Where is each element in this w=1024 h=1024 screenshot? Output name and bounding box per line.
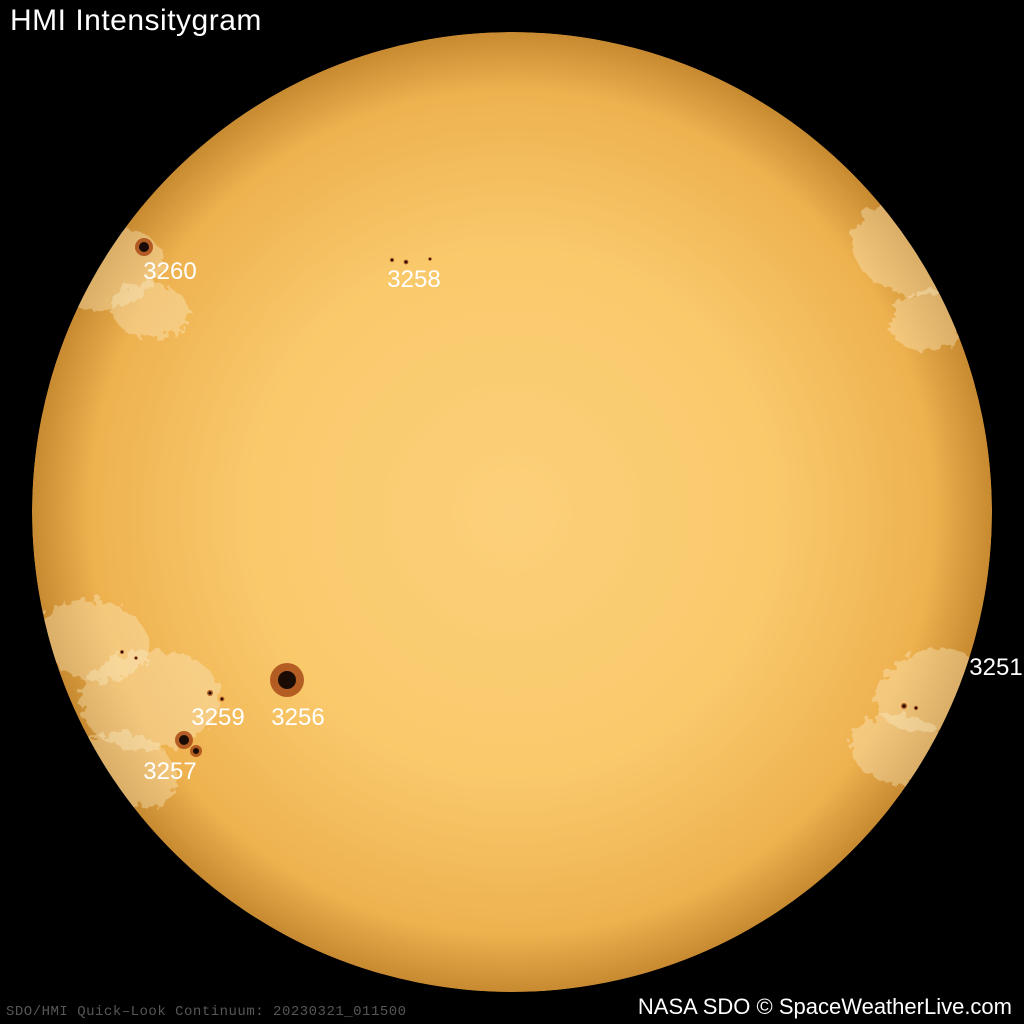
sunspot-umbra <box>278 671 296 689</box>
credit-left: SDO/HMI Quick–Look Continuum: 20230321_0… <box>6 1004 407 1020</box>
sunspot-umbra <box>135 657 137 659</box>
region-label-3256: 3256 <box>271 704 324 732</box>
sunspot-umbra <box>209 692 212 695</box>
sunspot-umbra <box>391 259 393 261</box>
solar-intensitygram: HMI Intensitygram SDO/HMI Quick–Look Con… <box>0 0 1024 1024</box>
sunspot-umbra <box>179 735 189 745</box>
region-label-3251: 3251 <box>969 654 1022 682</box>
sunspot-umbra <box>121 651 123 653</box>
sun-disk <box>32 32 992 992</box>
region-label-3257: 3257 <box>143 758 196 786</box>
sunspot-umbra <box>139 242 149 252</box>
sunspot-umbra <box>193 748 199 754</box>
credit-right: NASA SDO © SpaceWeatherLive.com <box>638 994 1012 1020</box>
sun-disk-svg <box>0 0 1024 1024</box>
sunspot-umbra <box>429 258 431 260</box>
region-label-3258: 3258 <box>387 266 440 294</box>
sunspot-umbra <box>405 261 408 264</box>
region-label-3259: 3259 <box>191 704 244 732</box>
region-label-3260: 3260 <box>143 258 196 286</box>
image-title: HMI Intensitygram <box>10 4 262 38</box>
sunspot-umbra <box>915 707 917 709</box>
sunspot-umbra <box>902 704 905 707</box>
sunspot-umbra <box>221 698 223 700</box>
